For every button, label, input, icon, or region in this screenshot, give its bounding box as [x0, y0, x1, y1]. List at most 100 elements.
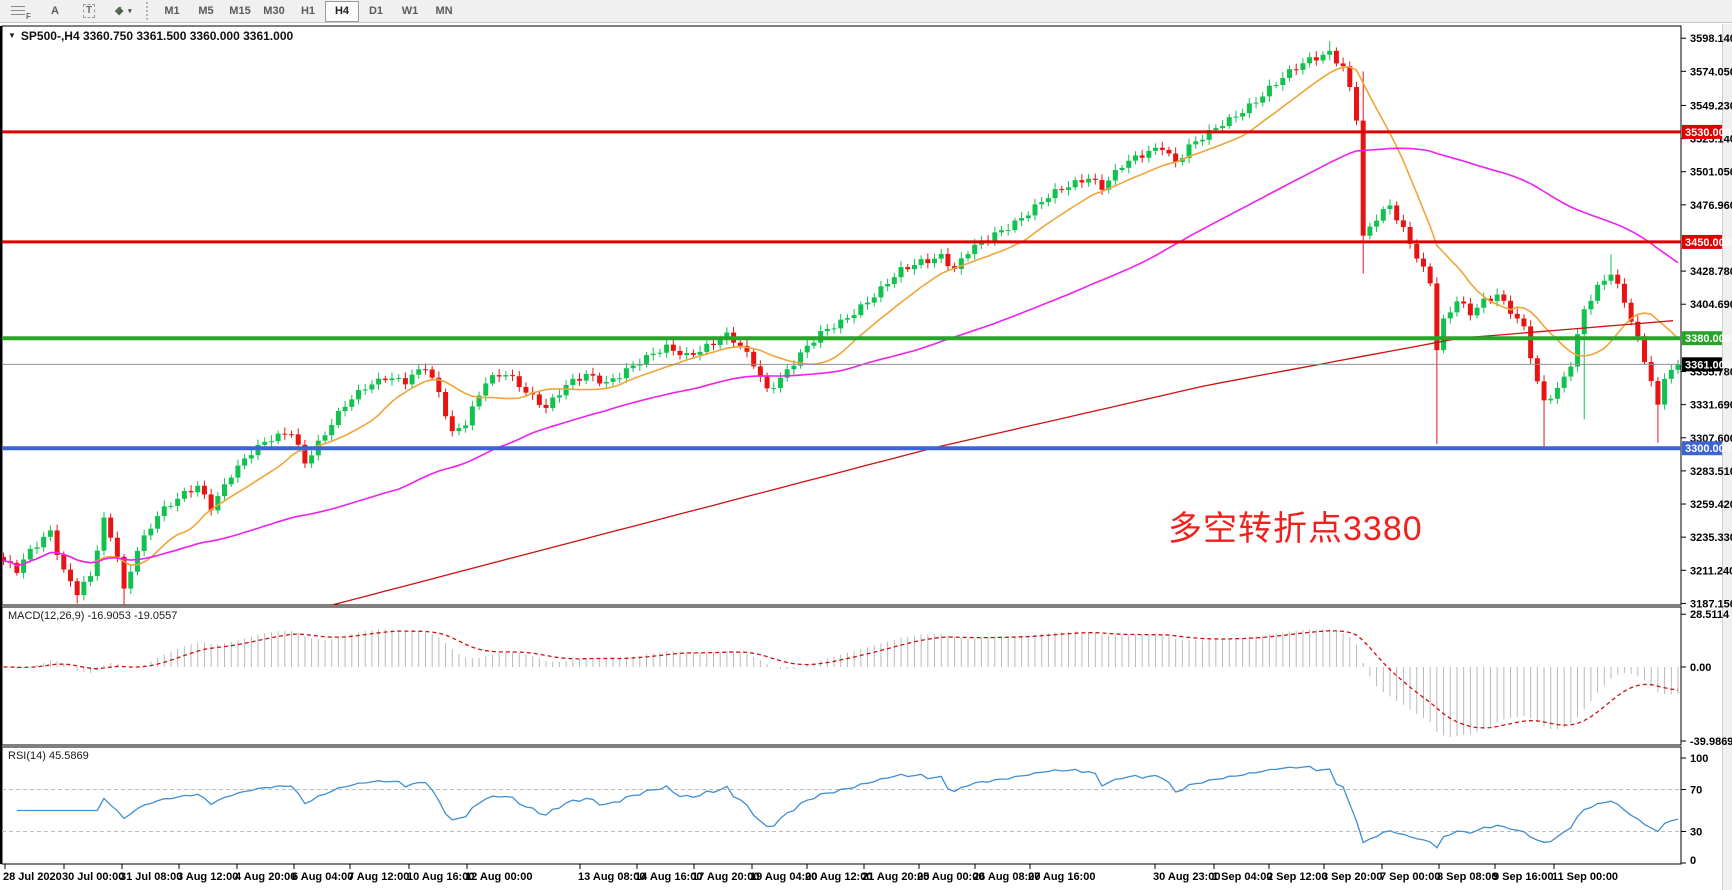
mid-ma-line	[3, 147, 1679, 567]
candlesticks	[2, 41, 1681, 605]
svg-text:3187.150: 3187.150	[1690, 598, 1732, 610]
svg-text:3530.000: 3530.000	[1685, 127, 1731, 139]
fibonacci-icon-letter: F	[26, 11, 31, 21]
svg-text:1 Sep 04:00: 1 Sep 04:00	[1212, 871, 1273, 883]
svg-text:20 Aug 12:00: 20 Aug 12:00	[805, 871, 872, 883]
svg-text:3 Aug 12:00: 3 Aug 12:00	[177, 871, 238, 883]
timeframe-m30-button[interactable]: M30	[263, 5, 285, 17]
svg-text:6 Aug 04:00: 6 Aug 04:00	[292, 871, 353, 883]
svg-text:100: 100	[1690, 753, 1708, 765]
arrows-icon: ❖	[114, 5, 125, 18]
rsi-line	[16, 765, 1679, 849]
timeframe-mn-button[interactable]: MN	[435, 5, 453, 17]
svg-text:3361.000: 3361.000	[1685, 359, 1731, 371]
chart-annotation: 多空转折点3380	[1168, 510, 1423, 548]
text-box-button[interactable]: T	[72, 1, 106, 22]
svg-text:25 Aug 00:00: 25 Aug 00:00	[917, 871, 984, 883]
chevron-down-icon: ▾	[128, 8, 132, 15]
svg-text:10 Aug 16:00: 10 Aug 16:00	[407, 871, 474, 883]
svg-text:26 Aug 08:00: 26 Aug 08:00	[973, 871, 1040, 883]
macd-axis-labels: 28.5114 0.00 -39.9869	[1681, 609, 1732, 748]
drawing-tools-group: F A T ❖ ✓ ▾	[4, 1, 140, 22]
timeframe-h1-button[interactable]: H1	[300, 5, 316, 17]
svg-text:3501.050: 3501.050	[1690, 167, 1732, 179]
fibonacci-icon	[11, 5, 26, 17]
svg-text:4 Aug 20:00: 4 Aug 20:00	[235, 871, 296, 883]
svg-text:28.5114: 28.5114	[1690, 609, 1730, 621]
level-price-tag: 3300.000	[1682, 441, 1731, 456]
svg-text:13 Aug 08:00: 13 Aug 08:00	[578, 871, 645, 883]
svg-text:30 Aug 23:00: 30 Aug 23:00	[1153, 871, 1220, 883]
svg-text:3211.240: 3211.240	[1690, 565, 1732, 577]
svg-text:3476.960: 3476.960	[1690, 200, 1732, 212]
svg-text:19 Aug 04:00: 19 Aug 04:00	[750, 871, 817, 883]
svg-text:7 Aug 12:00: 7 Aug 12:00	[348, 871, 409, 883]
main-panel-border	[1, 25, 1682, 606]
timeframe-h4-button[interactable]: H4	[325, 0, 359, 22]
timeframe-w1-button[interactable]: W1	[401, 5, 419, 17]
timeframe-m15-button[interactable]: M15	[229, 5, 251, 17]
symbol-ohlc-text: SP500-,H4 3360.750 3361.500 3360.000 336…	[20, 29, 294, 43]
svg-text:30 Jul 00:00: 30 Jul 00:00	[62, 871, 124, 883]
timeframe-m1-button[interactable]: M1	[164, 5, 180, 17]
collapse-triangle-icon[interactable]: ▼	[8, 31, 16, 40]
svg-text:3283.510: 3283.510	[1690, 466, 1732, 478]
macd-histogram	[9, 629, 1679, 737]
svg-text:3428.780: 3428.780	[1690, 266, 1732, 278]
svg-text:70: 70	[1690, 785, 1702, 797]
svg-text:28 Jul 2020: 28 Jul 2020	[3, 871, 62, 883]
price-axis[interactable]	[1681, 24, 1732, 866]
svg-text:3380.000: 3380.000	[1685, 333, 1731, 345]
level-lines	[2, 130, 1681, 451]
text-label-button[interactable]: A	[38, 1, 72, 22]
rsi-panel-border	[1, 746, 1682, 865]
timeframe-m5-button[interactable]: M5	[198, 5, 214, 17]
timeframe-d1-button[interactable]: D1	[368, 5, 384, 17]
svg-text:3549.230: 3549.230	[1690, 100, 1732, 112]
svg-text:30: 30	[1690, 827, 1702, 839]
svg-text:3574.050: 3574.050	[1690, 66, 1732, 78]
macd-panel-border	[1, 606, 1682, 746]
svg-text:0.00: 0.00	[1690, 662, 1711, 674]
arrow-objects-button[interactable]: ❖ ✓ ▾	[106, 1, 140, 22]
svg-text:3404.690: 3404.690	[1690, 299, 1732, 311]
level-price-tag: 3530.000	[1682, 124, 1731, 139]
svg-text:27 Aug 16:00: 27 Aug 16:00	[1028, 871, 1095, 883]
macd-signal-line	[3, 630, 1679, 729]
svg-text:3259.420: 3259.420	[1690, 499, 1732, 511]
chart-title: ▼ SP500-,H4 3360.750 3361.500 3360.000 33…	[8, 29, 293, 43]
fibonacci-retracement-button[interactable]: F	[4, 1, 38, 22]
rsi-axis-labels: 100 70 30 0	[1681, 753, 1708, 867]
svg-text:3450.000: 3450.000	[1685, 237, 1731, 249]
svg-text:3598.140: 3598.140	[1690, 33, 1732, 45]
fast-ma-line	[3, 66, 1679, 567]
svg-text:17 Aug 20:00: 17 Aug 20:00	[692, 871, 759, 883]
toolbar: F A T ❖ ✓ ▾ M1 M5 M15 M30 H1 H4 D1 W1 MN	[0, 0, 1732, 23]
svg-text:3235.330: 3235.330	[1690, 532, 1732, 544]
toolbar-separator	[146, 2, 149, 20]
svg-text:2 Sep 12:00: 2 Sep 12:00	[1267, 871, 1328, 883]
svg-text:3331.690: 3331.690	[1690, 400, 1732, 412]
macd-indicator-label: MACD(12,26,9) -16.9053 -19.0557	[8, 610, 178, 622]
svg-text:31 Jul 08:00: 31 Jul 08:00	[120, 871, 182, 883]
rsi-indicator-label: RSI(14) 45.5869	[8, 750, 89, 762]
text-box-icon: T	[82, 4, 96, 18]
time-axis[interactable]	[0, 864, 1732, 886]
level-price-tag: 3380.000	[1682, 331, 1731, 346]
last-price-tag: 3361.000	[1682, 357, 1731, 372]
svg-text:21 Aug 20:00: 21 Aug 20:00	[862, 871, 929, 883]
arrows-check-icon: ✓	[116, 4, 123, 14]
svg-text:7 Sep 00:00: 7 Sep 00:00	[1380, 871, 1441, 883]
svg-text:11 Sep 00:00: 11 Sep 00:00	[1552, 871, 1618, 883]
svg-text:12 Aug 00:00: 12 Aug 00:00	[465, 871, 532, 883]
text-label-icon: A	[51, 5, 59, 17]
svg-text:9 Sep 16:00: 9 Sep 16:00	[1493, 871, 1554, 883]
svg-text:-39.9869: -39.9869	[1690, 736, 1732, 748]
svg-text:14 Aug 16:00: 14 Aug 16:00	[635, 871, 702, 883]
timeframe-group: M1 M5 M15 M30 H1 H4 D1 W1 MN	[155, 0, 461, 22]
level-price-tag: 3450.000	[1682, 234, 1731, 249]
svg-text:8 Sep 08:00: 8 Sep 08:00	[1437, 871, 1498, 883]
svg-text:0: 0	[1690, 855, 1696, 867]
